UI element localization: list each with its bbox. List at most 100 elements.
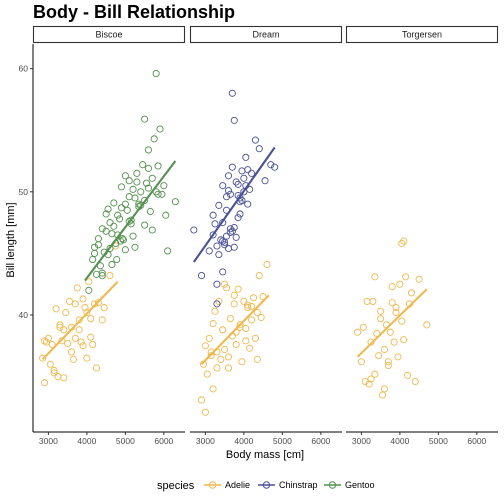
data-point-adelie bbox=[60, 374, 68, 382]
data-point-gentoo bbox=[91, 249, 99, 257]
data-point-adelie bbox=[44, 334, 52, 342]
data-point-adelie bbox=[224, 364, 233, 372]
facet-panels: Biscoe 40 50 60 3000 4000 5000 6000 Dream 3000 400… bbox=[19, 25, 499, 446]
data-point-adelie bbox=[365, 380, 373, 388]
data-point-gentoo bbox=[116, 215, 124, 223]
data-point-chinstrap bbox=[238, 196, 246, 204]
data-point-adelie bbox=[201, 408, 209, 416]
data-point-adelie bbox=[87, 315, 95, 323]
data-point-chinstrap bbox=[215, 201, 223, 209]
data-point-gentoo bbox=[141, 221, 149, 229]
data-point-gentoo bbox=[150, 135, 158, 143]
data-point-chinstrap bbox=[271, 163, 279, 171]
data-point-adelie bbox=[380, 385, 389, 393]
data-point-adelie bbox=[217, 355, 225, 363]
data-point-adelie bbox=[398, 239, 406, 248]
legend-label-adelie: Adelie bbox=[225, 480, 250, 490]
data-point-adelie bbox=[224, 353, 233, 361]
data-point-chinstrap bbox=[211, 220, 219, 228]
data-point-gentoo bbox=[146, 207, 154, 216]
data-point-adelie bbox=[249, 294, 258, 302]
data-point-chinstrap bbox=[221, 241, 229, 249]
data-point-adelie bbox=[226, 315, 234, 323]
data-point-chinstrap bbox=[230, 243, 238, 251]
data-point-adelie bbox=[81, 304, 89, 312]
data-point-chinstrap bbox=[213, 280, 221, 288]
data-point-adelie bbox=[377, 307, 385, 315]
data-point-gentoo bbox=[92, 270, 101, 278]
data-point-chinstrap bbox=[232, 233, 240, 241]
data-point-gentoo bbox=[154, 190, 162, 198]
data-point-adelie bbox=[203, 370, 211, 378]
trend-line-chinstrap bbox=[192, 146, 276, 263]
data-point-gentoo bbox=[113, 256, 121, 264]
facet-strip bbox=[189, 25, 343, 44]
data-point-adelie bbox=[242, 324, 250, 333]
x-tick-label: 5000 bbox=[116, 436, 135, 446]
data-point-gentoo bbox=[121, 172, 129, 180]
data-point-adelie bbox=[400, 336, 408, 344]
data-point-adelie bbox=[58, 337, 66, 345]
data-point-adelie bbox=[62, 308, 70, 317]
data-point-gentoo bbox=[137, 188, 145, 196]
data-point-gentoo bbox=[104, 205, 112, 213]
data-point-gentoo bbox=[121, 246, 129, 254]
data-point-adelie bbox=[361, 377, 369, 386]
data-point-gentoo bbox=[125, 193, 133, 201]
data-point-adelie bbox=[40, 337, 49, 345]
data-point-adelie bbox=[201, 342, 209, 350]
data-point-chinstrap bbox=[244, 166, 252, 174]
data-point-adelie bbox=[238, 358, 246, 366]
data-point-chinstrap bbox=[246, 185, 254, 193]
data-point-adelie bbox=[392, 308, 400, 317]
data-point-gentoo bbox=[102, 227, 110, 235]
data-point-gentoo bbox=[158, 190, 166, 198]
data-point-adelie bbox=[373, 329, 381, 338]
data-point-chinstrap bbox=[190, 226, 198, 234]
x-tick-label: 3000 bbox=[352, 436, 371, 446]
data-point-chinstrap bbox=[244, 200, 252, 208]
data-point-chinstrap bbox=[230, 223, 238, 232]
facet-strip-label: Torgersen bbox=[402, 30, 442, 40]
data-point-chinstrap bbox=[209, 231, 217, 239]
data-point-adelie bbox=[73, 284, 81, 292]
data-point-chinstrap bbox=[240, 188, 248, 196]
data-point-chinstrap bbox=[255, 145, 263, 153]
x-tick-label: 4000 bbox=[77, 436, 96, 446]
data-point-adelie bbox=[363, 297, 371, 305]
data-point-adelie bbox=[71, 300, 79, 308]
data-point-adelie bbox=[60, 326, 68, 334]
y-axis-title: Bill length [mm] bbox=[5, 202, 17, 277]
data-point-adelie bbox=[248, 316, 256, 324]
legend-title: species bbox=[157, 480, 195, 492]
data-point-adelie bbox=[384, 358, 392, 366]
data-point-adelie bbox=[263, 260, 271, 269]
data-point-adelie bbox=[244, 304, 252, 312]
data-point-gentoo bbox=[125, 177, 133, 185]
x-tick-label: 5000 bbox=[273, 436, 292, 446]
data-point-adelie bbox=[415, 275, 423, 283]
data-point-chinstrap bbox=[213, 300, 221, 308]
data-point-adelie bbox=[253, 308, 261, 317]
x-tick-label: 6000 bbox=[467, 436, 486, 446]
facet-strip bbox=[345, 25, 499, 44]
data-point-adelie bbox=[398, 317, 406, 325]
data-point-adelie bbox=[42, 338, 51, 346]
data-point-adelie bbox=[371, 273, 379, 281]
data-point-gentoo bbox=[152, 70, 160, 78]
data-point-adelie bbox=[230, 291, 238, 299]
data-point-adelie bbox=[384, 361, 392, 370]
data-point-gentoo bbox=[98, 225, 106, 233]
data-point-adelie bbox=[380, 345, 389, 354]
data-point-adelie bbox=[377, 315, 385, 323]
data-point-adelie bbox=[253, 355, 261, 363]
data-point-chinstrap bbox=[219, 182, 227, 190]
data-point-adelie bbox=[257, 313, 265, 321]
facet-strip-label: Dream bbox=[252, 30, 279, 40]
data-point-adelie bbox=[402, 273, 410, 281]
data-point-adelie bbox=[244, 301, 252, 309]
data-point-adelie bbox=[386, 328, 394, 336]
data-point-adelie bbox=[83, 308, 91, 317]
data-point-chinstrap bbox=[228, 227, 236, 235]
